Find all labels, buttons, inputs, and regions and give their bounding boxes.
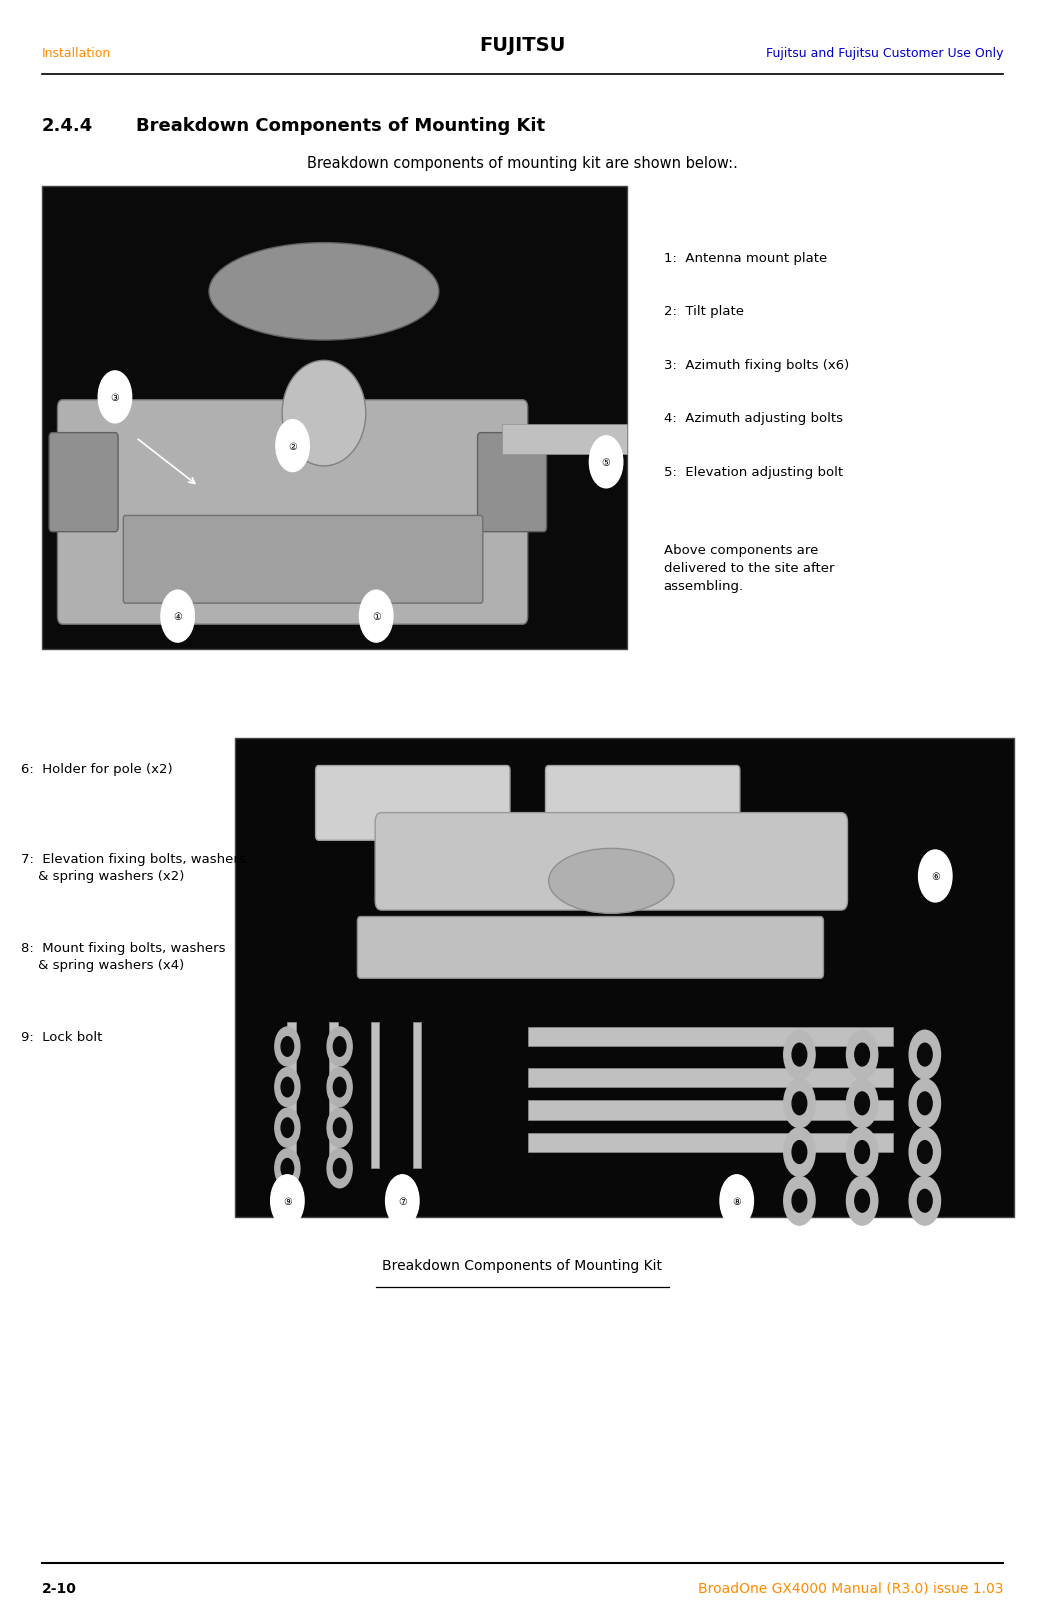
Text: 4:  Azimuth adjusting bolts: 4: Azimuth adjusting bolts <box>664 412 842 425</box>
Circle shape <box>784 1079 815 1128</box>
Circle shape <box>275 1027 300 1066</box>
Text: FUJITSU: FUJITSU <box>480 36 565 55</box>
Text: ①: ① <box>372 612 380 622</box>
Circle shape <box>275 1109 300 1147</box>
Text: 2.4.4: 2.4.4 <box>42 117 93 135</box>
Circle shape <box>918 1044 932 1066</box>
Text: ⑦: ⑦ <box>398 1196 407 1206</box>
FancyBboxPatch shape <box>413 1022 421 1169</box>
Text: 2-10: 2-10 <box>42 1581 76 1595</box>
FancyBboxPatch shape <box>371 1022 379 1169</box>
FancyBboxPatch shape <box>357 917 823 979</box>
Circle shape <box>386 1175 419 1227</box>
Circle shape <box>359 591 393 643</box>
Circle shape <box>275 1068 300 1107</box>
Circle shape <box>918 1092 932 1115</box>
FancyBboxPatch shape <box>49 433 118 532</box>
Circle shape <box>846 1031 878 1079</box>
Text: Above components are
delivered to the site after
assembling.: Above components are delivered to the si… <box>664 544 834 592</box>
Circle shape <box>281 1078 294 1097</box>
Text: ⑥: ⑥ <box>931 872 939 881</box>
Circle shape <box>276 420 309 472</box>
Circle shape <box>161 591 194 643</box>
Text: BroadOne GX4000 Manual (R3.0) issue 1.03: BroadOne GX4000 Manual (R3.0) issue 1.03 <box>698 1581 1003 1595</box>
Circle shape <box>918 1141 932 1164</box>
Circle shape <box>720 1175 753 1227</box>
Circle shape <box>327 1109 352 1147</box>
Circle shape <box>333 1159 346 1178</box>
Circle shape <box>589 437 623 489</box>
Circle shape <box>98 372 132 424</box>
Circle shape <box>792 1044 807 1066</box>
FancyBboxPatch shape <box>287 1022 296 1169</box>
Text: 6:  Holder for pole (x2): 6: Holder for pole (x2) <box>21 763 172 776</box>
Text: ⑤: ⑤ <box>602 458 610 467</box>
Circle shape <box>855 1190 869 1212</box>
Circle shape <box>281 1037 294 1057</box>
FancyBboxPatch shape <box>528 1100 893 1120</box>
Circle shape <box>327 1027 352 1066</box>
FancyBboxPatch shape <box>375 813 847 911</box>
Ellipse shape <box>209 243 439 341</box>
Circle shape <box>855 1044 869 1066</box>
Circle shape <box>327 1149 352 1188</box>
FancyBboxPatch shape <box>235 738 1014 1217</box>
Circle shape <box>784 1128 815 1177</box>
FancyBboxPatch shape <box>528 1068 893 1087</box>
FancyBboxPatch shape <box>57 401 528 625</box>
Circle shape <box>333 1037 346 1057</box>
FancyBboxPatch shape <box>329 1022 338 1169</box>
FancyBboxPatch shape <box>123 516 483 604</box>
Ellipse shape <box>549 849 674 914</box>
Circle shape <box>846 1177 878 1225</box>
Text: 1:  Antenna mount plate: 1: Antenna mount plate <box>664 252 827 265</box>
Circle shape <box>846 1128 878 1177</box>
Circle shape <box>792 1190 807 1212</box>
FancyBboxPatch shape <box>316 766 510 841</box>
Circle shape <box>271 1175 304 1227</box>
Text: 9:  Lock bolt: 9: Lock bolt <box>21 1031 102 1044</box>
Text: ④: ④ <box>173 612 182 622</box>
Circle shape <box>855 1141 869 1164</box>
Circle shape <box>333 1118 346 1138</box>
Text: 8:  Mount fixing bolts, washers
    & spring washers (x4): 8: Mount fixing bolts, washers & spring … <box>21 941 226 971</box>
FancyBboxPatch shape <box>502 425 627 454</box>
Circle shape <box>792 1092 807 1115</box>
Text: 2:  Tilt plate: 2: Tilt plate <box>664 305 744 318</box>
Text: ②: ② <box>288 441 297 451</box>
Circle shape <box>327 1068 352 1107</box>
Circle shape <box>918 1190 932 1212</box>
Circle shape <box>792 1141 807 1164</box>
Circle shape <box>275 1149 300 1188</box>
Circle shape <box>784 1177 815 1225</box>
Text: Breakdown Components of Mounting Kit: Breakdown Components of Mounting Kit <box>382 1258 663 1272</box>
Text: Breakdown components of mounting kit are shown below:.: Breakdown components of mounting kit are… <box>307 156 738 170</box>
Text: Installation: Installation <box>42 47 111 60</box>
Text: 3:  Azimuth fixing bolts (x6): 3: Azimuth fixing bolts (x6) <box>664 359 849 372</box>
FancyBboxPatch shape <box>545 766 740 841</box>
Circle shape <box>846 1079 878 1128</box>
Circle shape <box>855 1092 869 1115</box>
Circle shape <box>919 850 952 902</box>
Text: ③: ③ <box>111 393 119 403</box>
FancyBboxPatch shape <box>528 1133 893 1152</box>
Circle shape <box>784 1031 815 1079</box>
Circle shape <box>281 1159 294 1178</box>
Circle shape <box>909 1128 940 1177</box>
FancyBboxPatch shape <box>42 187 627 649</box>
Circle shape <box>909 1079 940 1128</box>
Text: ⑨: ⑨ <box>283 1196 292 1206</box>
Text: 7:  Elevation fixing bolts, washers
    & spring washers (x2): 7: Elevation fixing bolts, washers & spr… <box>21 852 246 881</box>
Circle shape <box>909 1031 940 1079</box>
Circle shape <box>909 1177 940 1225</box>
FancyBboxPatch shape <box>478 433 547 532</box>
Text: ⑧: ⑧ <box>733 1196 741 1206</box>
Text: Breakdown Components of Mounting Kit: Breakdown Components of Mounting Kit <box>136 117 545 135</box>
Circle shape <box>281 1118 294 1138</box>
Text: Fujitsu and Fujitsu Customer Use Only: Fujitsu and Fujitsu Customer Use Only <box>766 47 1003 60</box>
Text: 5:  Elevation adjusting bolt: 5: Elevation adjusting bolt <box>664 466 842 479</box>
Circle shape <box>333 1078 346 1097</box>
FancyBboxPatch shape <box>528 1027 893 1047</box>
Ellipse shape <box>282 360 366 467</box>
